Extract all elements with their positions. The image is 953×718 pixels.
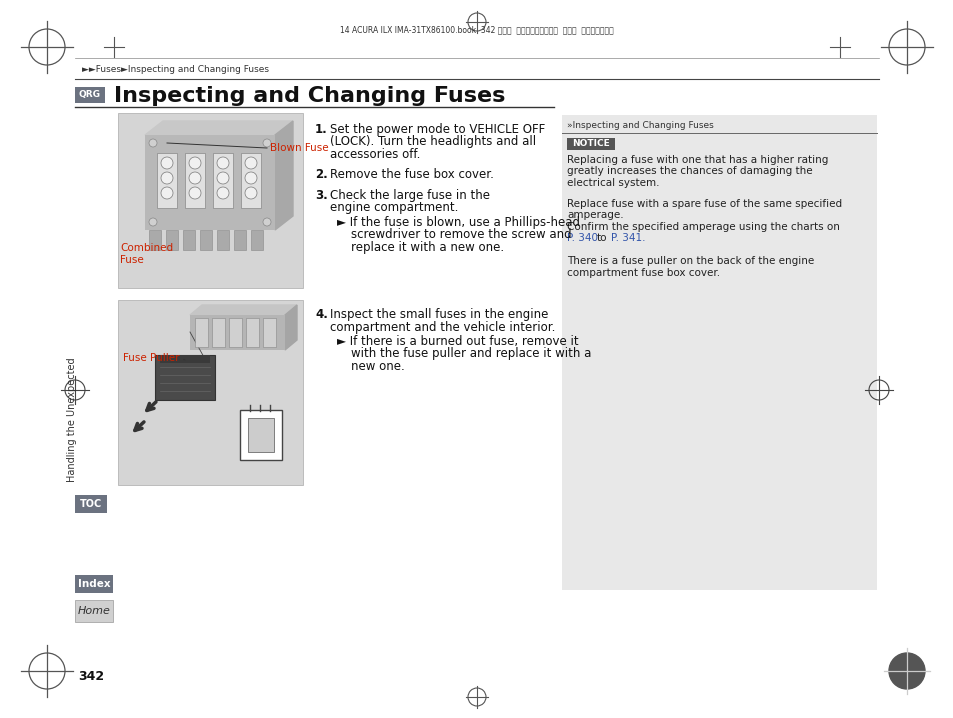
Text: Index: Index (77, 579, 111, 589)
Bar (241, 153, 261, 208)
Text: Fuse Puller: Fuse Puller (123, 353, 179, 363)
Bar (246, 318, 258, 347)
Bar (185, 153, 205, 208)
Text: (LOCK). Turn the headlights and all: (LOCK). Turn the headlights and all (330, 136, 536, 149)
Bar (212, 318, 225, 347)
Polygon shape (274, 121, 293, 230)
Bar (233, 230, 246, 250)
Circle shape (263, 218, 271, 226)
Bar (145, 135, 274, 230)
Bar (157, 153, 177, 208)
Circle shape (245, 187, 256, 199)
Bar (263, 318, 275, 347)
Circle shape (245, 157, 256, 169)
Text: 3.: 3. (314, 189, 328, 202)
Bar (118, 113, 303, 288)
Bar (183, 230, 194, 250)
Text: ►►Fuses►Inspecting and Changing Fuses: ►►Fuses►Inspecting and Changing Fuses (82, 65, 269, 75)
Text: Blown Fuse: Blown Fuse (270, 143, 328, 153)
Bar (240, 410, 282, 460)
Text: to: to (597, 233, 607, 243)
Text: accessories off.: accessories off. (330, 148, 420, 161)
Text: Inspecting and Changing Fuses: Inspecting and Changing Fuses (113, 86, 505, 106)
Circle shape (161, 187, 172, 199)
Text: Check the large fuse in the: Check the large fuse in the (330, 189, 490, 202)
Bar (248, 418, 274, 452)
Text: Inspect the small fuses in the engine: Inspect the small fuses in the engine (330, 308, 548, 321)
Bar (75, 575, 112, 593)
Text: ► If the fuse is blown, use a Phillips-head: ► If the fuse is blown, use a Phillips-h… (336, 216, 579, 229)
Bar (194, 318, 208, 347)
Text: Set the power mode to VEHICLE OFF: Set the power mode to VEHICLE OFF (330, 123, 545, 136)
Text: screwdriver to remove the screw and: screwdriver to remove the screw and (351, 228, 571, 241)
Text: Home: Home (77, 606, 111, 616)
Polygon shape (190, 305, 296, 315)
Circle shape (149, 218, 157, 226)
Circle shape (216, 157, 229, 169)
Bar (154, 355, 214, 400)
Text: Remove the fuse box cover.: Remove the fuse box cover. (330, 169, 494, 182)
Bar (216, 230, 229, 250)
Circle shape (888, 653, 924, 689)
Text: compartment fuse box cover.: compartment fuse box cover. (566, 268, 720, 278)
Polygon shape (285, 305, 296, 350)
Text: 4.: 4. (314, 308, 328, 321)
Text: Combined
Fuse: Combined Fuse (120, 243, 172, 265)
Bar (75, 87, 105, 103)
Text: new one.: new one. (351, 360, 404, 373)
Text: NOTICE: NOTICE (572, 139, 609, 149)
Polygon shape (145, 121, 293, 135)
Text: 14 ACURA ILX IMA-31TX86100.book  342 ページ  ２０１３年３月７日  木曜日  午後１時１４分: 14 ACURA ILX IMA-31TX86100.book 342 ページ … (340, 26, 613, 34)
Circle shape (216, 172, 229, 184)
Bar (75, 600, 112, 622)
Bar (251, 230, 263, 250)
Text: Handling the Unexpected: Handling the Unexpected (67, 358, 77, 482)
Text: ► If there is a burned out fuse, remove it: ► If there is a burned out fuse, remove … (336, 335, 578, 348)
Text: P. 341.: P. 341. (610, 233, 645, 243)
Text: electrical system.: electrical system. (566, 178, 659, 188)
Circle shape (245, 172, 256, 184)
Text: replace it with a new one.: replace it with a new one. (351, 241, 503, 254)
Text: TOC: TOC (80, 499, 102, 509)
Bar (561, 115, 876, 590)
Text: Replacing a fuse with one that has a higher rating: Replacing a fuse with one that has a hig… (566, 155, 827, 165)
Circle shape (189, 157, 201, 169)
Bar (566, 138, 615, 150)
Text: compartment and the vehicle interior.: compartment and the vehicle interior. (330, 320, 555, 333)
Text: engine compartment.: engine compartment. (330, 202, 457, 215)
Text: P. 340: P. 340 (566, 233, 598, 243)
Bar (75, 495, 107, 513)
Text: 342: 342 (78, 669, 104, 683)
Circle shape (263, 139, 271, 147)
Text: 1.: 1. (314, 123, 328, 136)
Bar (200, 230, 212, 250)
Circle shape (216, 187, 229, 199)
Text: 2.: 2. (314, 169, 328, 182)
Text: Confirm the specified amperage using the charts on: Confirm the specified amperage using the… (566, 222, 839, 232)
Text: Replace fuse with a spare fuse of the same specified: Replace fuse with a spare fuse of the sa… (566, 199, 841, 209)
Circle shape (161, 157, 172, 169)
Circle shape (189, 172, 201, 184)
Text: with the fuse puller and replace it with a: with the fuse puller and replace it with… (351, 348, 591, 360)
Text: There is a fuse puller on the back of the engine: There is a fuse puller on the back of th… (566, 256, 814, 266)
Circle shape (189, 187, 201, 199)
Bar (166, 230, 178, 250)
Bar (149, 230, 161, 250)
Circle shape (161, 172, 172, 184)
Bar (213, 153, 233, 208)
Bar (190, 315, 285, 350)
Bar (118, 300, 303, 485)
Text: greatly increases the chances of damaging the: greatly increases the chances of damagin… (566, 167, 812, 177)
Text: QRG: QRG (79, 90, 101, 100)
Circle shape (149, 139, 157, 147)
Text: amperage.: amperage. (566, 210, 623, 220)
Bar (160, 355, 210, 363)
Bar (229, 318, 242, 347)
Text: »Inspecting and Changing Fuses: »Inspecting and Changing Fuses (566, 121, 713, 129)
